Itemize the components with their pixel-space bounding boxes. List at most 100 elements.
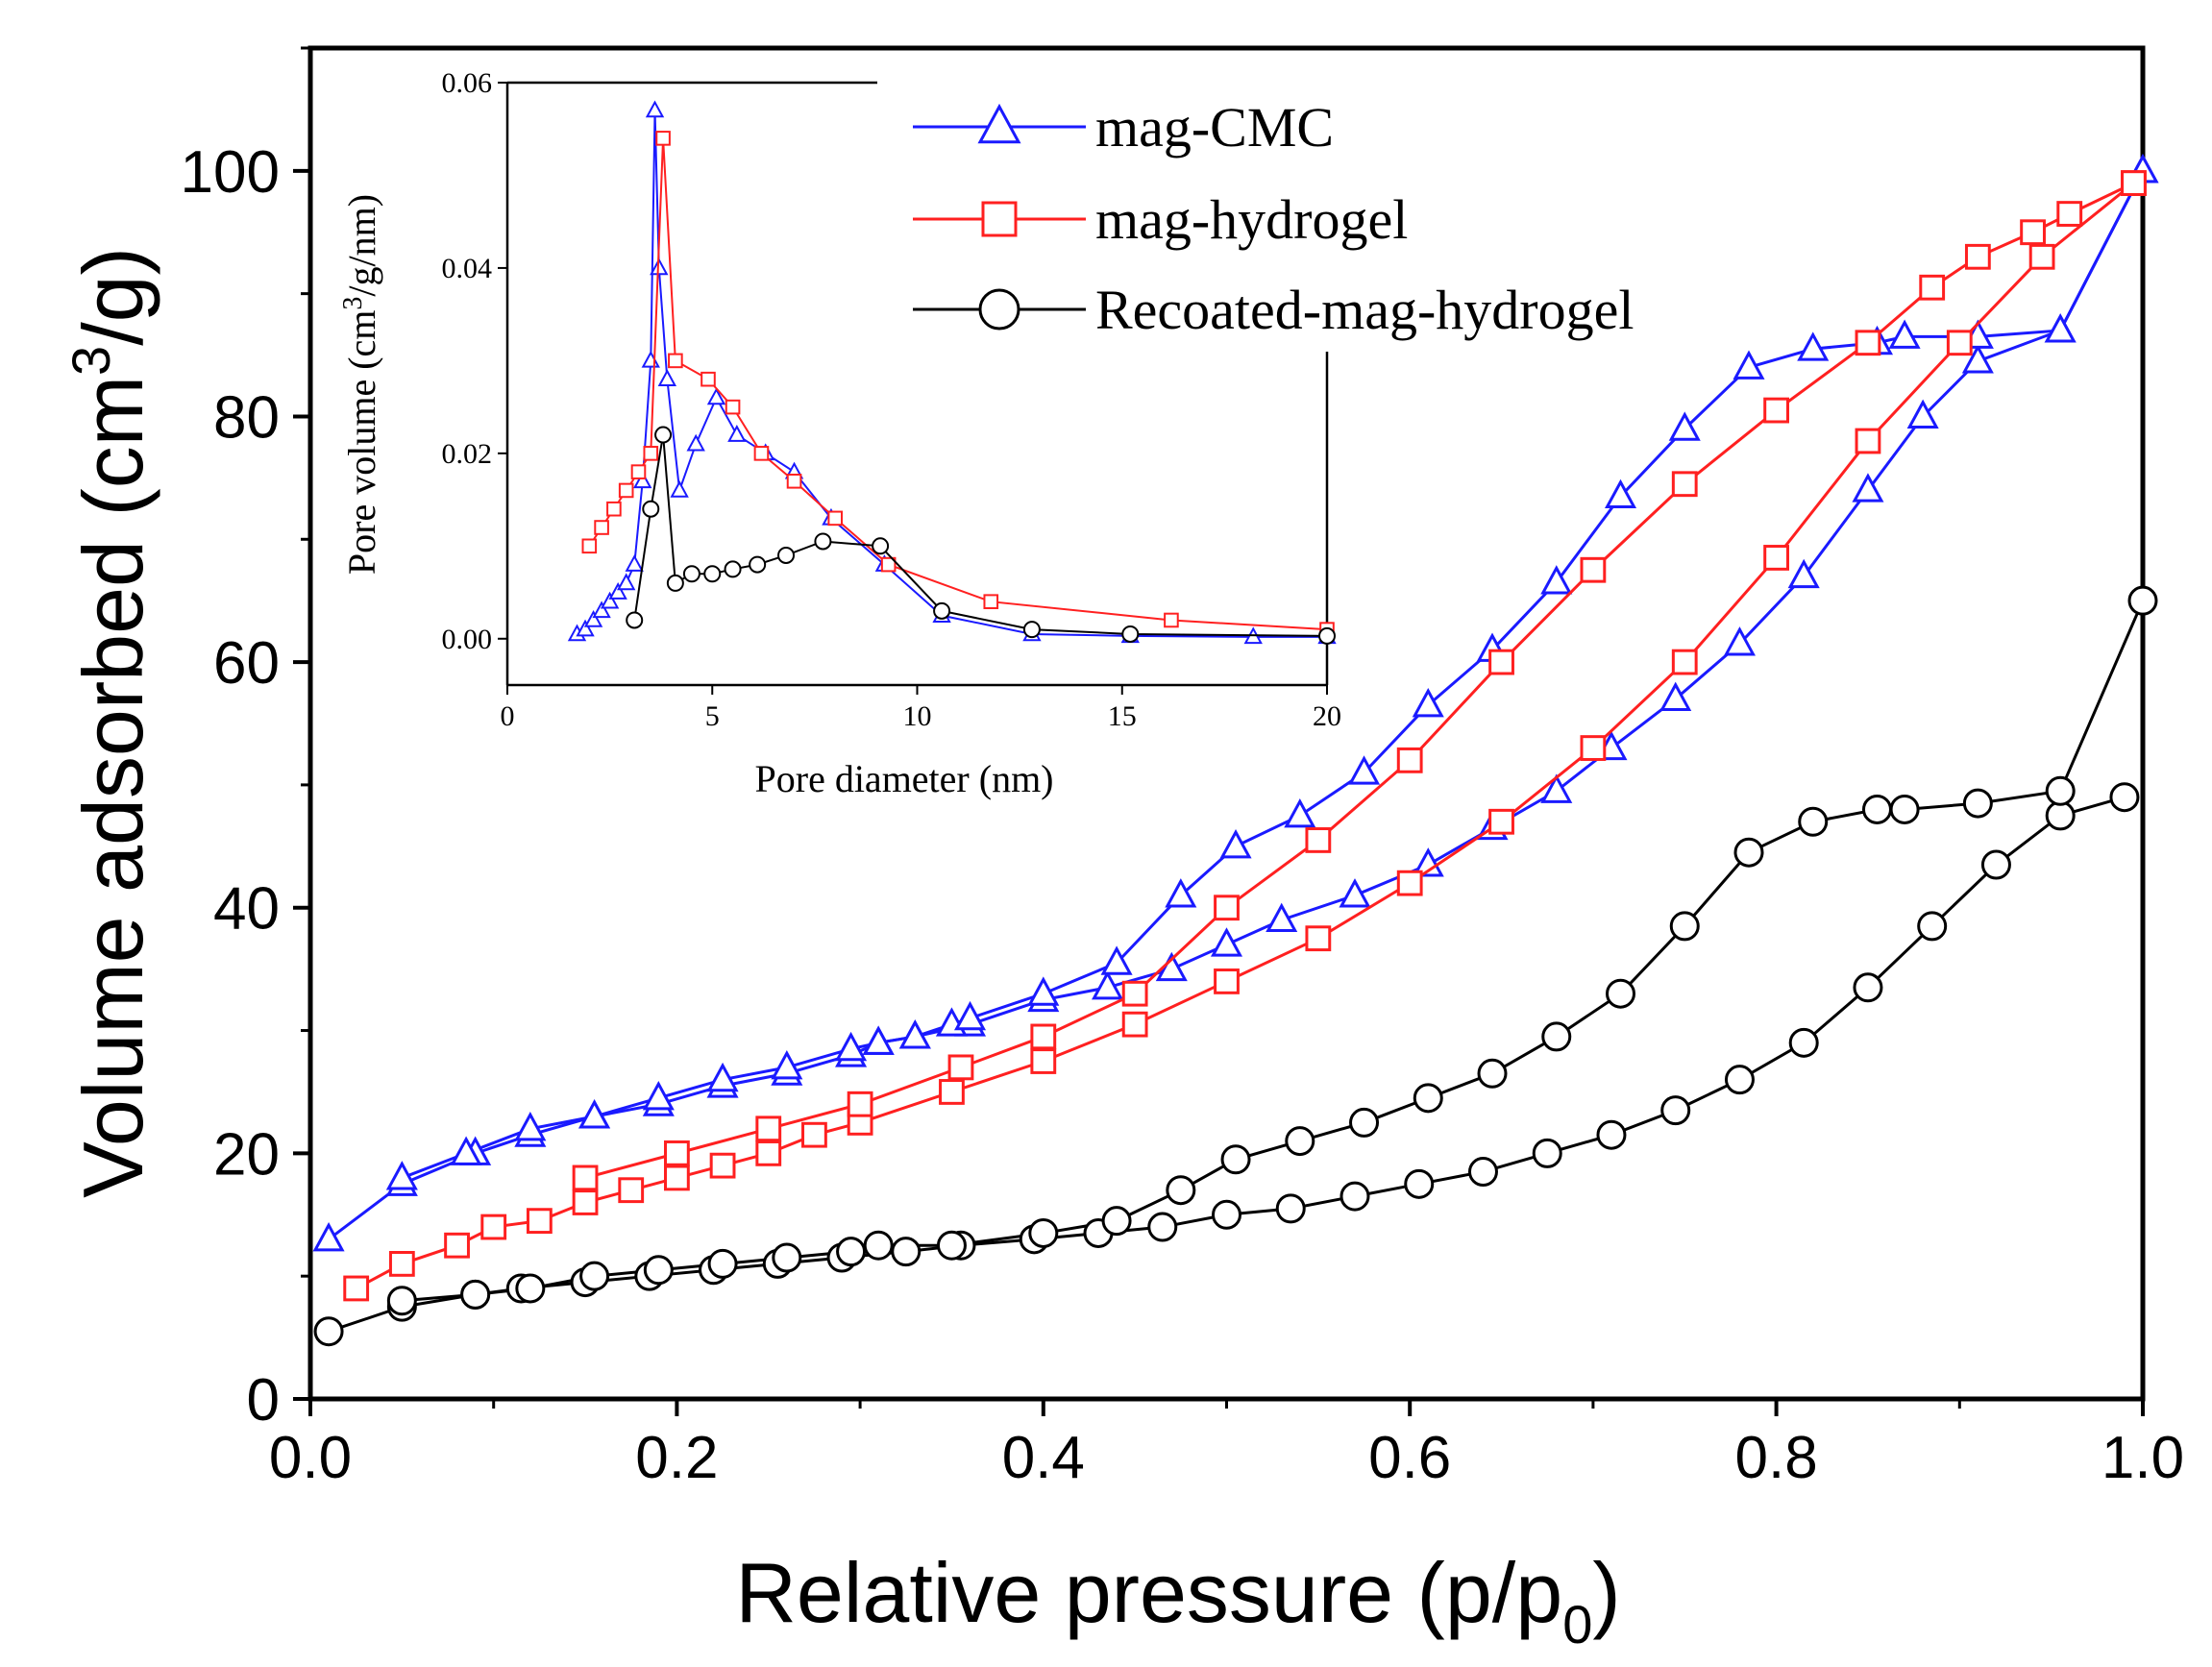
main-y-tick-label: 20: [213, 1121, 280, 1188]
data-point-mag_hydrogel: [1946, 330, 1973, 356]
inset-data-point-mag_cmc: [686, 433, 705, 452]
data-point-mag_hydrogel: [1488, 808, 1514, 835]
data-point-mag_hydrogel: [847, 1091, 873, 1117]
data-point-mag_cmc: [578, 1099, 611, 1129]
inset-data-point-mag_cmc: [727, 425, 747, 442]
data-point-mag_cmc: [2044, 313, 2077, 343]
inset-plot-series: [567, 100, 1337, 645]
main-y-tick-label: 60: [213, 630, 280, 697]
data-point-recoated: [863, 1230, 894, 1261]
data-point-mag_hydrogel: [1121, 1011, 1148, 1038]
data-point-mag_hydrogel: [755, 1140, 782, 1166]
data-point-mag_hydrogel: [1030, 1023, 1057, 1050]
data-point-recoated: [707, 1248, 738, 1279]
data-point-mag_hydrogel: [1919, 274, 1946, 301]
data-point-mag_cmc: [953, 1000, 987, 1031]
legend: mag-CMC mag-hydrogel Recoated-mag-hydrog…: [913, 96, 1634, 341]
inset-data-point-mag_hydrogel: [786, 473, 802, 489]
inset-data-point-mag_cmc: [583, 609, 603, 627]
data-point-mag_cmc: [1540, 565, 1573, 595]
data-point-mag_hydrogel: [1396, 870, 1423, 896]
data-point-mag_hydrogel: [343, 1275, 370, 1302]
main-x-tick-label: 0.8: [1734, 1425, 1817, 1491]
inset-data-point-mag_cmc: [617, 573, 636, 591]
data-point-mag_hydrogel: [1964, 243, 1991, 270]
main-x-axis-title: Relative pressure (p/p0): [735, 1545, 1620, 1655]
data-point-recoated: [515, 1273, 546, 1304]
legend-marker-mag_cmc: [977, 103, 1021, 144]
data-point-mag_cmc: [1540, 773, 1573, 803]
legend-label-mag-cmc: mag-CMC: [1095, 96, 1334, 159]
inset-x-tick-label: 20: [1313, 700, 1341, 732]
data-point-recoated: [1788, 1027, 1819, 1058]
data-point-mag_hydrogel: [801, 1121, 827, 1148]
legend-item-recoated-mag-hydrogel: Recoated-mag-hydrogel: [913, 279, 1634, 341]
data-point-recoated: [1532, 1138, 1562, 1168]
inset-data-point-mag_cmc: [576, 619, 595, 637]
inset-data-point-recoated: [1121, 625, 1140, 643]
inset-data-point-mag_hydrogel: [668, 353, 683, 369]
main-y-axis-title: Volume adsorbed (cm3/g): [61, 247, 160, 1198]
data-point-recoated: [1724, 1065, 1755, 1095]
main-x-tick-label: 0.6: [1368, 1425, 1451, 1491]
data-point-mag_cmc: [1906, 399, 1939, 429]
data-point-recoated: [1349, 1107, 1380, 1138]
data-point-mag_hydrogel: [664, 1140, 690, 1166]
inset-data-point-mag_hydrogel: [594, 520, 609, 535]
data-point-mag_hydrogel: [572, 1164, 599, 1191]
data-point-recoated: [1733, 837, 1764, 868]
data-point-mag_hydrogel: [1121, 980, 1148, 1007]
data-point-recoated: [460, 1279, 491, 1310]
data-point-mag_hydrogel: [480, 1213, 507, 1240]
data-point-mag_hydrogel: [1763, 397, 1789, 424]
inset-y-axis-title: Pore volume (cm3/g/nm): [338, 194, 383, 575]
inset-axis-ticks: 0 5 10 15 20 0.00 0.02 0.04 0.06: [442, 67, 1342, 732]
data-point-recoated: [1147, 1212, 1178, 1242]
inset-x-axis-title: Pore diameter (nm): [755, 757, 1054, 800]
inset-data-point-mag_cmc: [657, 369, 677, 386]
inset-data-point-recoated: [1318, 626, 1336, 645]
data-point-mag_hydrogel: [1580, 735, 1607, 761]
inset-data-point-recoated: [666, 574, 684, 592]
data-point-mag_hydrogel: [2020, 219, 2046, 246]
inset-y-tick-label: 0.02: [442, 438, 493, 470]
inset-data-point-recoated: [703, 565, 722, 583]
data-point-recoated: [1404, 1168, 1435, 1199]
series-mag_hydrogel: [343, 170, 2147, 1302]
data-point-recoated: [2045, 800, 2076, 831]
data-point-mag_cmc: [1733, 350, 1765, 380]
legend-label-recoated-mag-hydrogel: Recoated-mag-hydrogel: [1095, 279, 1634, 341]
data-point-recoated: [1606, 978, 1636, 1009]
data-point-mag_cmc: [1284, 798, 1316, 828]
data-point-recoated: [891, 1237, 922, 1267]
data-point-mag_cmc: [1797, 331, 1830, 361]
inset-data-point-mag_hydrogel: [618, 482, 634, 499]
inset-data-point-recoated: [749, 555, 767, 574]
data-point-recoated: [836, 1237, 867, 1267]
data-point-recoated: [1212, 1199, 1241, 1230]
data-point-mag_cmc: [1348, 755, 1381, 785]
data-point-recoated: [1962, 788, 1993, 819]
inset-x-tick-label: 0: [501, 700, 515, 732]
data-point-mag_cmc: [771, 1050, 803, 1080]
inset-x-tick-label: 10: [903, 700, 932, 732]
data-point-mag_cmc: [1723, 626, 1756, 656]
data-point-recoated: [386, 1286, 417, 1316]
data-point-recoated: [1917, 911, 1948, 942]
data-point-mag_cmc: [1668, 411, 1701, 441]
data-point-recoated: [1798, 806, 1829, 837]
inset-data-point-mag_hydrogel: [630, 464, 647, 479]
inset-data-point-mag_hydrogel: [880, 556, 897, 573]
inset-data-point-mag_cmc: [645, 100, 665, 118]
data-point-recoated: [2109, 782, 2140, 813]
legend-marker-mag_hydrogel: [981, 201, 1018, 237]
data-point-mag_cmc: [1852, 473, 1884, 503]
data-point-mag_hydrogel: [1214, 895, 1240, 921]
data-point-mag_hydrogel: [1671, 649, 1698, 675]
data-point-mag_cmc: [1092, 969, 1124, 1000]
data-point-mag_hydrogel: [1488, 649, 1514, 675]
data-point-mag_cmc: [642, 1081, 675, 1111]
data-point-recoated: [1541, 1021, 1572, 1052]
data-point-mag_hydrogel: [755, 1115, 782, 1142]
